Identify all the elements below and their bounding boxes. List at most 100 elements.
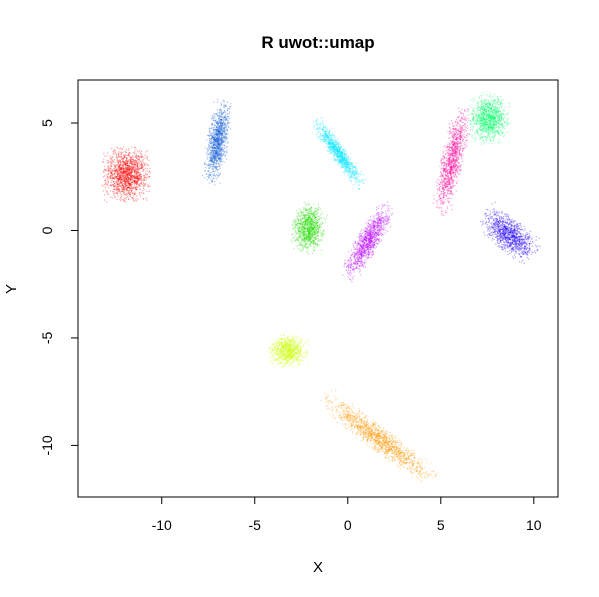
data-point <box>220 145 221 146</box>
data-point <box>228 116 229 117</box>
data-point <box>332 137 333 138</box>
data-point <box>208 146 209 147</box>
data-point <box>307 252 308 253</box>
data-point <box>114 176 115 177</box>
data-point <box>227 138 228 139</box>
data-point <box>139 150 140 151</box>
data-point <box>110 155 111 156</box>
data-point <box>315 242 316 243</box>
data-point <box>328 139 329 140</box>
data-point <box>392 213 393 214</box>
data-point <box>220 117 221 118</box>
data-point <box>350 270 351 271</box>
data-point <box>309 228 310 229</box>
data-point <box>211 139 212 140</box>
data-point <box>213 166 214 167</box>
data-point <box>216 122 217 123</box>
data-point <box>113 153 114 154</box>
data-point <box>145 171 146 172</box>
data-point <box>300 251 301 252</box>
data-point <box>214 134 215 135</box>
data-point <box>222 139 223 140</box>
data-point <box>345 155 346 156</box>
data-point <box>217 141 218 142</box>
data-point <box>323 127 324 128</box>
data-point <box>301 243 302 244</box>
data-point <box>107 160 108 161</box>
data-point <box>317 212 318 213</box>
data-point <box>313 214 314 215</box>
data-point <box>217 147 218 148</box>
data-point <box>110 167 111 168</box>
data-point <box>119 148 120 149</box>
data-point <box>113 151 114 152</box>
data-point <box>347 276 348 277</box>
data-point <box>348 173 349 174</box>
data-point <box>214 115 215 116</box>
data-point <box>222 122 223 123</box>
data-point <box>217 137 218 138</box>
data-point <box>134 164 135 165</box>
data-point <box>378 240 379 241</box>
data-point <box>122 167 123 168</box>
data-point <box>304 238 305 239</box>
data-point <box>307 247 308 248</box>
data-point <box>215 125 216 126</box>
data-point <box>359 236 360 237</box>
data-point <box>315 235 316 236</box>
data-point <box>137 186 138 187</box>
data-point <box>215 113 216 114</box>
data-point <box>353 177 354 178</box>
data-point <box>218 139 219 140</box>
data-point <box>308 212 309 213</box>
data-point <box>317 227 318 228</box>
data-point <box>313 250 314 251</box>
data-point <box>135 193 136 194</box>
data-point <box>216 137 217 138</box>
data-point <box>315 243 316 244</box>
data-point <box>214 158 215 159</box>
data-point <box>293 237 294 238</box>
data-point <box>312 240 313 241</box>
data-point <box>145 168 146 169</box>
data-point <box>366 250 367 251</box>
data-point <box>307 219 308 220</box>
data-point <box>113 185 114 186</box>
data-point <box>294 241 295 242</box>
data-point <box>298 220 299 221</box>
data-point <box>341 156 342 157</box>
data-point <box>338 142 339 143</box>
data-point <box>299 235 300 236</box>
data-point <box>103 186 104 187</box>
data-point <box>125 164 126 165</box>
data-point <box>313 225 314 226</box>
data-point <box>316 124 317 125</box>
data-point <box>316 118 317 119</box>
data-point <box>213 162 214 163</box>
data-point <box>223 139 224 140</box>
data-point <box>225 112 226 113</box>
data-point <box>132 175 133 176</box>
data-point <box>323 129 324 130</box>
data-point <box>211 151 212 152</box>
data-point <box>104 166 105 167</box>
data-point <box>130 172 131 173</box>
data-point <box>324 136 325 137</box>
data-point <box>352 162 353 163</box>
data-point <box>387 201 388 202</box>
data-point <box>313 222 314 223</box>
data-point <box>217 127 218 128</box>
data-point <box>124 168 125 169</box>
data-point <box>337 159 338 160</box>
data-point <box>312 238 313 239</box>
data-point <box>132 180 133 181</box>
data-point <box>214 175 215 176</box>
data-point <box>103 176 104 177</box>
data-point <box>333 159 334 160</box>
data-point <box>212 181 213 182</box>
data-point <box>228 127 229 128</box>
data-point <box>318 228 319 229</box>
data-point <box>215 171 216 172</box>
data-point <box>311 233 312 234</box>
data-point <box>108 193 109 194</box>
